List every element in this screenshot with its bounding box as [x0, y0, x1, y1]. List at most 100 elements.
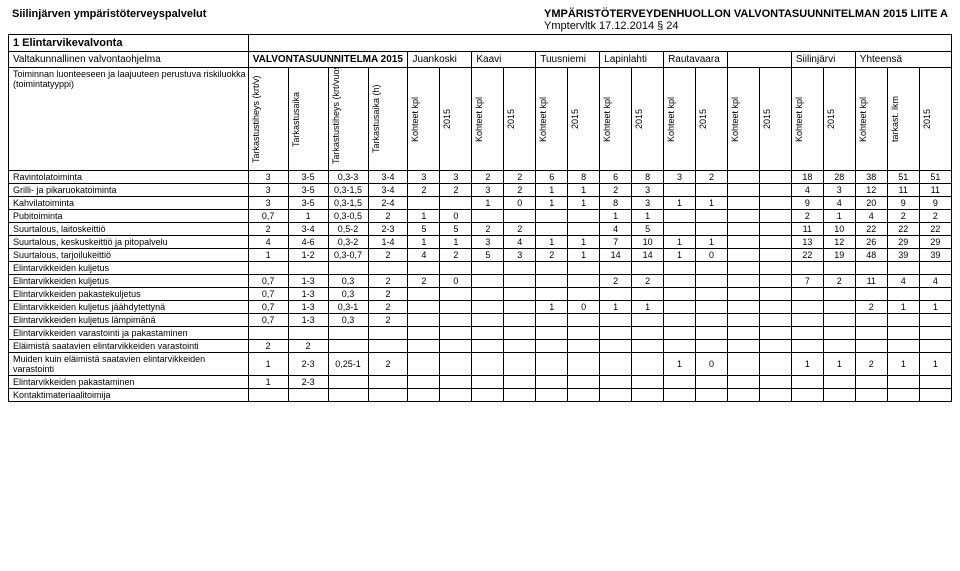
cell: 4	[887, 275, 919, 288]
cell	[632, 389, 664, 402]
cell	[368, 327, 408, 340]
cell	[727, 340, 759, 353]
muni-lapinlahti: Lapinlahti	[600, 52, 664, 68]
header-right: YMPÄRISTÖTERVEYDENHUOLLON VALVONTASUUNNI…	[544, 8, 948, 32]
cell	[632, 353, 664, 376]
cell: 26	[855, 236, 887, 249]
cell	[504, 389, 536, 402]
cell	[727, 376, 759, 389]
col-kpl-2: Kohteet kpl	[474, 74, 484, 164]
cell	[759, 275, 791, 288]
cell: 4-6	[288, 236, 328, 249]
cell: 10	[632, 236, 664, 249]
cell	[887, 314, 919, 327]
cell	[600, 376, 632, 389]
cell	[791, 301, 823, 314]
cell: 10	[823, 223, 855, 236]
cell: 4	[791, 184, 823, 197]
desc: Toiminnan luonteeseen ja laajuuteen peru…	[9, 68, 249, 171]
cell	[288, 262, 328, 275]
cell: 22	[791, 249, 823, 262]
cell: 1	[696, 236, 728, 249]
cell: 1	[472, 197, 504, 210]
cell: 3-4	[368, 184, 408, 197]
row-label: Eläimistä saatavien elintarvikkeiden var…	[9, 340, 249, 353]
cell	[727, 197, 759, 210]
cell: 8	[632, 171, 664, 184]
cell	[568, 262, 600, 275]
cell	[600, 262, 632, 275]
cell	[664, 389, 696, 402]
cell	[288, 327, 328, 340]
col-kpl-7: Kohteet kpl	[794, 74, 804, 164]
cell: 0	[504, 197, 536, 210]
cell: 0,3-0,5	[328, 210, 368, 223]
cell: 1	[632, 301, 664, 314]
cell	[919, 327, 951, 340]
cell: 3	[632, 197, 664, 210]
cell: 0,5-2	[328, 223, 368, 236]
cell: 1	[536, 184, 568, 197]
header-right-2: Ymptervltk 17.12.2014 § 24	[544, 20, 948, 32]
cell	[368, 376, 408, 389]
cell	[472, 288, 504, 301]
cell	[727, 210, 759, 223]
table-row: Elintarvikkeiden kuljetus lämpimänä0,71-…	[9, 314, 952, 327]
cell: 1	[664, 353, 696, 376]
cell	[855, 389, 887, 402]
cell	[472, 376, 504, 389]
cell: 0,7	[248, 288, 288, 301]
cell	[328, 389, 368, 402]
cell	[408, 353, 440, 376]
cell	[919, 340, 951, 353]
cell	[504, 210, 536, 223]
cell	[408, 327, 440, 340]
cell	[568, 376, 600, 389]
cell: 0,7	[248, 275, 288, 288]
cell: 0,3-1,5	[328, 184, 368, 197]
cell	[855, 376, 887, 389]
cell: 2	[855, 353, 887, 376]
cell	[568, 353, 600, 376]
row-label: Elintarvikkeiden pakastaminen	[9, 376, 249, 389]
page-header: Siilinjärven ympäristöterveyspalvelut YM…	[8, 8, 952, 34]
cell: 9	[791, 197, 823, 210]
cell	[759, 389, 791, 402]
cell: 4	[504, 236, 536, 249]
cell: 6	[536, 171, 568, 184]
cell: 3	[472, 184, 504, 197]
cell	[248, 262, 288, 275]
cell	[855, 340, 887, 353]
col-kpl-5: Kohteet kpl	[666, 74, 676, 164]
cell	[727, 184, 759, 197]
col-yr-7: 2015	[826, 74, 836, 164]
cell	[504, 376, 536, 389]
cell: 48	[855, 249, 887, 262]
cell: 18	[791, 171, 823, 184]
cell	[759, 301, 791, 314]
muni-yhteensa: Yhteensä	[855, 52, 951, 68]
cell	[696, 389, 728, 402]
section-title: 1 Elintarvikevalvonta	[9, 35, 249, 52]
cell	[504, 327, 536, 340]
cell: 1-4	[368, 236, 408, 249]
cell: 3-4	[288, 223, 328, 236]
table-row: Kontaktimateriaalitoimija	[9, 389, 952, 402]
cell	[440, 376, 472, 389]
cell	[472, 327, 504, 340]
cell: 1	[248, 353, 288, 376]
cell: 8	[568, 171, 600, 184]
cell: 2	[248, 223, 288, 236]
cell: 11	[791, 223, 823, 236]
cell: 7	[600, 236, 632, 249]
cell: 0,3-1,5	[328, 197, 368, 210]
cell	[759, 340, 791, 353]
col-yr-tot: 2015	[922, 74, 932, 164]
cell: 12	[823, 236, 855, 249]
row-label: Suurtalous, laitoskeittiö	[9, 223, 249, 236]
col-kpl-6: Kohteet kpl	[730, 74, 740, 164]
cell: 5	[440, 223, 472, 236]
cell	[664, 301, 696, 314]
cell: 1	[600, 210, 632, 223]
cell: 1	[568, 197, 600, 210]
